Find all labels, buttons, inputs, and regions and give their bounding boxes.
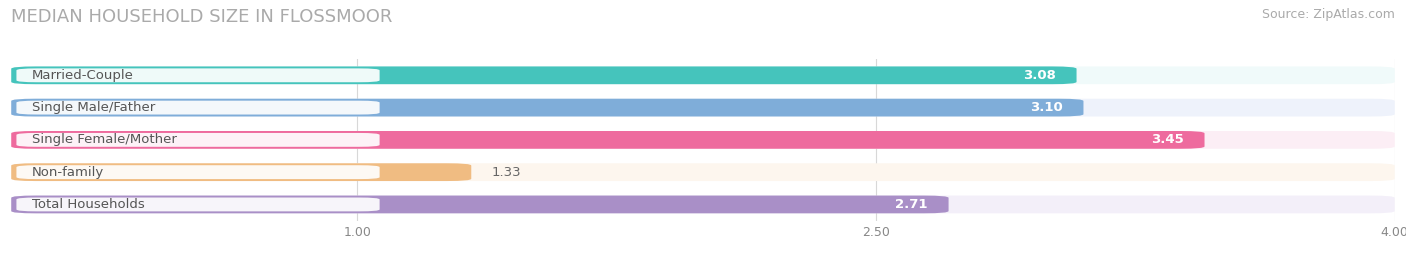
Text: Married-Couple: Married-Couple — [32, 69, 134, 82]
FancyBboxPatch shape — [11, 163, 1395, 181]
FancyBboxPatch shape — [11, 66, 1395, 84]
FancyBboxPatch shape — [17, 165, 380, 179]
FancyBboxPatch shape — [11, 131, 1205, 149]
Text: Source: ZipAtlas.com: Source: ZipAtlas.com — [1261, 8, 1395, 21]
Text: 1.33: 1.33 — [492, 166, 522, 179]
Text: 3.08: 3.08 — [1024, 69, 1056, 82]
FancyBboxPatch shape — [17, 197, 380, 211]
Text: Single Male/Father: Single Male/Father — [32, 101, 155, 114]
Text: 3.45: 3.45 — [1152, 133, 1184, 146]
FancyBboxPatch shape — [11, 99, 1395, 116]
FancyBboxPatch shape — [11, 99, 1084, 116]
FancyBboxPatch shape — [17, 68, 380, 82]
FancyBboxPatch shape — [11, 66, 1077, 84]
FancyBboxPatch shape — [11, 131, 1395, 149]
FancyBboxPatch shape — [11, 196, 1395, 213]
FancyBboxPatch shape — [11, 163, 471, 181]
FancyBboxPatch shape — [17, 133, 380, 147]
Text: Non-family: Non-family — [32, 166, 104, 179]
Text: 3.10: 3.10 — [1031, 101, 1063, 114]
Text: Single Female/Mother: Single Female/Mother — [32, 133, 177, 146]
FancyBboxPatch shape — [11, 196, 949, 213]
Text: Total Households: Total Households — [32, 198, 145, 211]
Text: 2.71: 2.71 — [896, 198, 928, 211]
FancyBboxPatch shape — [17, 101, 380, 115]
Text: MEDIAN HOUSEHOLD SIZE IN FLOSSMOOR: MEDIAN HOUSEHOLD SIZE IN FLOSSMOOR — [11, 8, 392, 26]
